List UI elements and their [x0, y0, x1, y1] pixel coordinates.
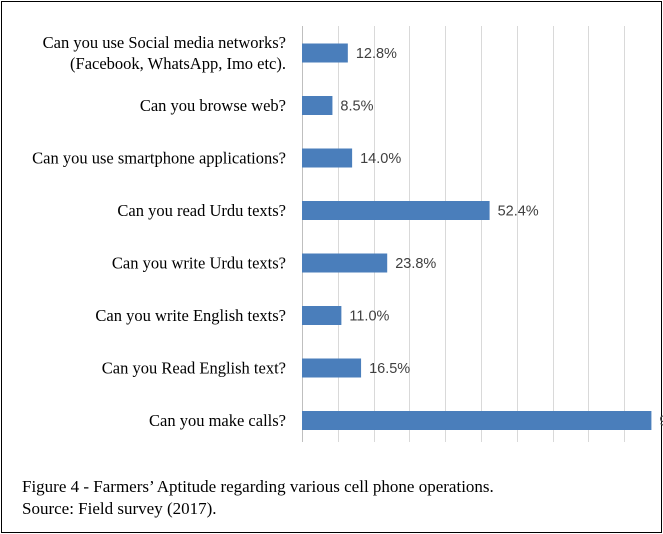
category-label-line: Can you write Urdu texts?	[112, 254, 286, 273]
bar	[302, 306, 342, 325]
category-label-line: (Facebook, WhatsApp, Imo etc).	[70, 54, 286, 73]
bar	[302, 43, 348, 63]
category-label-line: Can you Read English text?	[102, 359, 286, 378]
bar	[302, 358, 362, 378]
category-label-line: Can you make calls?	[149, 411, 286, 430]
data-label: 12.8%	[356, 46, 397, 62]
category-label: Can you write English texts?	[95, 306, 286, 325]
category-label: Can you use Social media networks? (Faceb…	[43, 33, 286, 73]
category-label: Can you Read English text?	[102, 359, 286, 378]
data-label: 16.5%	[369, 361, 410, 377]
data-label: 52.4%	[498, 204, 539, 220]
value-labels: 12.8% 8.5% 14.0% 52.4% 23.8% 11.0% 16.5% 97.6%	[340, 46, 663, 430]
category-label: Can you browse web?	[140, 96, 286, 115]
category-labels: Can you use Social media networks? (Faceb…	[32, 33, 286, 430]
category-label: Can you make calls?	[149, 411, 286, 430]
data-label: 14.0%	[360, 151, 401, 167]
category-label: Can you use smartphone applications?	[32, 149, 286, 168]
data-label: 11.0%	[349, 309, 389, 325]
bar	[302, 253, 388, 273]
bars	[302, 43, 652, 430]
category-label: Can you write Urdu texts?	[112, 254, 286, 273]
data-label: 8.5%	[340, 99, 373, 115]
bar	[302, 411, 652, 430]
bar	[302, 201, 490, 220]
gridlines	[302, 26, 625, 442]
category-label-line: Can you write English texts?	[95, 306, 286, 325]
category-label-line: Can you use smartphone applications?	[32, 149, 286, 168]
data-label: 97.6%	[659, 414, 663, 430]
category-label-line: Can you read Urdu texts?	[117, 201, 286, 220]
category-label: Can you read Urdu texts?	[117, 201, 286, 220]
bar	[302, 96, 333, 115]
source-note: Source: Field survey (2017).	[22, 499, 217, 518]
figure-caption: Figure 4 - Farmers’ Aptitude regarding v…	[22, 477, 494, 496]
category-label-line: Can you browse web?	[140, 96, 286, 115]
bar	[302, 148, 353, 168]
category-label-line: Can you use Social media networks?	[43, 33, 286, 52]
data-label: 23.8%	[395, 256, 436, 272]
